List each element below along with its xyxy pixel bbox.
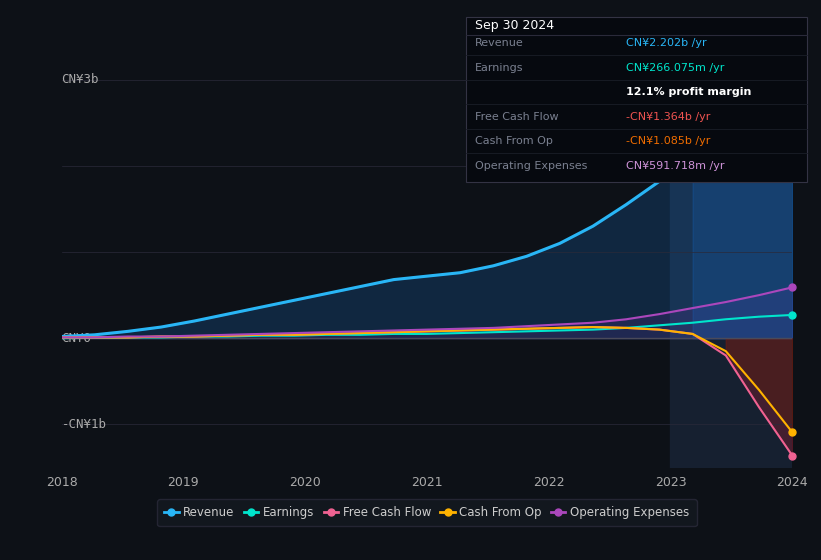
Text: -CN¥1.364b /yr: -CN¥1.364b /yr — [626, 112, 711, 122]
Bar — [670, 36, 792, 468]
Text: Sep 30 2024: Sep 30 2024 — [475, 19, 553, 32]
Text: CN¥3b: CN¥3b — [62, 73, 99, 86]
Text: CN¥0: CN¥0 — [62, 332, 92, 345]
Legend: Revenue, Earnings, Free Cash Flow, Cash From Op, Operating Expenses: Revenue, Earnings, Free Cash Flow, Cash … — [158, 499, 696, 526]
Text: Operating Expenses: Operating Expenses — [475, 161, 587, 171]
Text: Cash From Op: Cash From Op — [475, 137, 553, 147]
Text: -CN¥1.085b /yr: -CN¥1.085b /yr — [626, 137, 711, 147]
Text: Revenue: Revenue — [475, 38, 523, 48]
Text: CN¥2.202b /yr: CN¥2.202b /yr — [626, 38, 707, 48]
Text: -CN¥1b: -CN¥1b — [62, 418, 107, 431]
Text: CN¥591.718m /yr: CN¥591.718m /yr — [626, 161, 725, 171]
Text: 12.1% profit margin: 12.1% profit margin — [626, 87, 752, 97]
Text: Earnings: Earnings — [475, 63, 523, 73]
Text: CN¥266.075m /yr: CN¥266.075m /yr — [626, 63, 725, 73]
Text: Free Cash Flow: Free Cash Flow — [475, 112, 558, 122]
